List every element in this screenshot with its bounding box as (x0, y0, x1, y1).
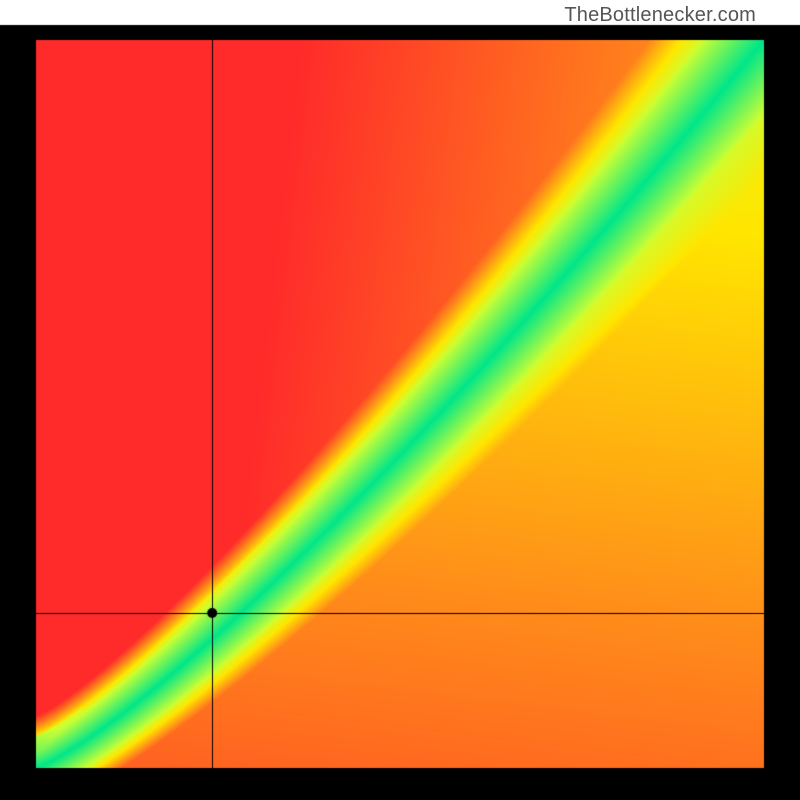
chart-stage: TheBottlenecker.com (0, 0, 800, 800)
heatmap-canvas (0, 0, 800, 800)
watermark-text: TheBottlenecker.com (564, 4, 756, 27)
